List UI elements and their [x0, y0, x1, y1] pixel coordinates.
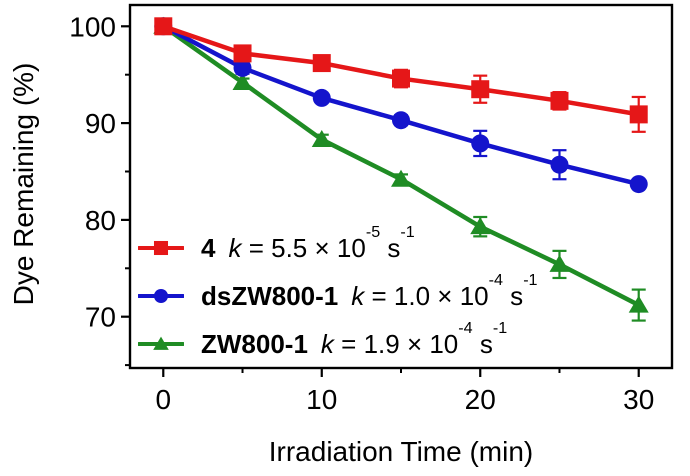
x-tick-label: 20 — [465, 384, 496, 415]
legend-k-unit-exponent: -1 — [492, 318, 508, 337]
triangle-marker — [628, 295, 649, 313]
legend-k-unit: s — [472, 328, 493, 359]
triangle-marker — [232, 72, 253, 90]
square-marker — [233, 44, 252, 63]
legend-k-eq: = — [241, 232, 272, 263]
square-marker — [154, 17, 173, 36]
x-tick-label: 10 — [306, 384, 337, 415]
legend-k-eq: = — [364, 280, 394, 311]
legend-k-coeff: 1.9 — [363, 328, 400, 359]
legend-k-coeff: 1.0 — [393, 280, 431, 311]
triangle-marker — [470, 217, 491, 235]
legend-item-zw800-1: ZW800-1 k = 1.9 × 10-4 s-1 — [138, 318, 538, 368]
square-marker — [629, 105, 648, 124]
circle-marker — [312, 88, 331, 107]
series-4 — [154, 17, 648, 133]
legend-k-symbol: k — [351, 280, 365, 311]
legend-k-times: × 10 — [399, 328, 459, 359]
square-marker — [392, 69, 410, 88]
legend-k-coeff: 5.5 — [271, 232, 308, 263]
legend-k-times: × 10 — [430, 280, 489, 311]
green-triangle-line-icon — [138, 336, 184, 350]
legend-series-name: ZW800-1 — [201, 328, 308, 359]
square-marker — [550, 91, 569, 110]
triangle-marker — [153, 336, 169, 350]
legend-k-eq: = — [333, 328, 364, 359]
legend-k-symbol: k — [228, 232, 242, 263]
blue-circle-line-icon — [138, 288, 184, 304]
y-tick-label: 100 — [69, 11, 116, 42]
square-marker — [153, 240, 169, 256]
x-tick-label: 30 — [623, 384, 654, 415]
square-marker — [312, 54, 331, 73]
square-marker — [471, 80, 490, 99]
triangle-marker — [391, 169, 411, 187]
y-axis-title: Dye Remaining (%) — [8, 62, 39, 306]
legend-k-symbol: k — [320, 328, 334, 359]
y-tick-label: 70 — [85, 302, 116, 333]
x-tick-label: 0 — [155, 384, 171, 415]
y-tick-label: 80 — [85, 205, 116, 236]
legend-series-name: dsZW800-1 — [201, 280, 339, 311]
legend-k-unit-exponent: -1 — [400, 222, 415, 241]
x-axis-title: Irradiation Time (min) — [268, 436, 534, 467]
circle-marker — [392, 111, 410, 130]
red-square-line-icon — [138, 240, 184, 256]
series-zw800-1 — [153, 16, 649, 322]
legend-k-unit: s — [380, 232, 401, 263]
circle-marker — [233, 58, 252, 77]
legend-k-exponent: -5 — [365, 222, 381, 241]
legend-item-dszw800-1: dsZW800-1 k = 1.0 × 10-4 s-1 — [138, 270, 538, 320]
y-tick-label: 90 — [85, 108, 116, 139]
legend-k-exponent: -4 — [458, 318, 473, 337]
legend-series-name: 4 — [201, 232, 216, 263]
triangle-marker — [549, 254, 570, 272]
legend-k-exponent: -4 — [488, 270, 503, 289]
triangle-marker — [311, 130, 332, 148]
legend-k-unit: s — [502, 280, 524, 311]
legend-k-times: × 10 — [307, 232, 366, 263]
circle-marker — [550, 155, 569, 174]
circle-marker — [153, 288, 169, 304]
circle-marker — [629, 175, 648, 194]
legend-k-unit-exponent: -1 — [523, 270, 538, 289]
circle-marker — [471, 134, 490, 153]
